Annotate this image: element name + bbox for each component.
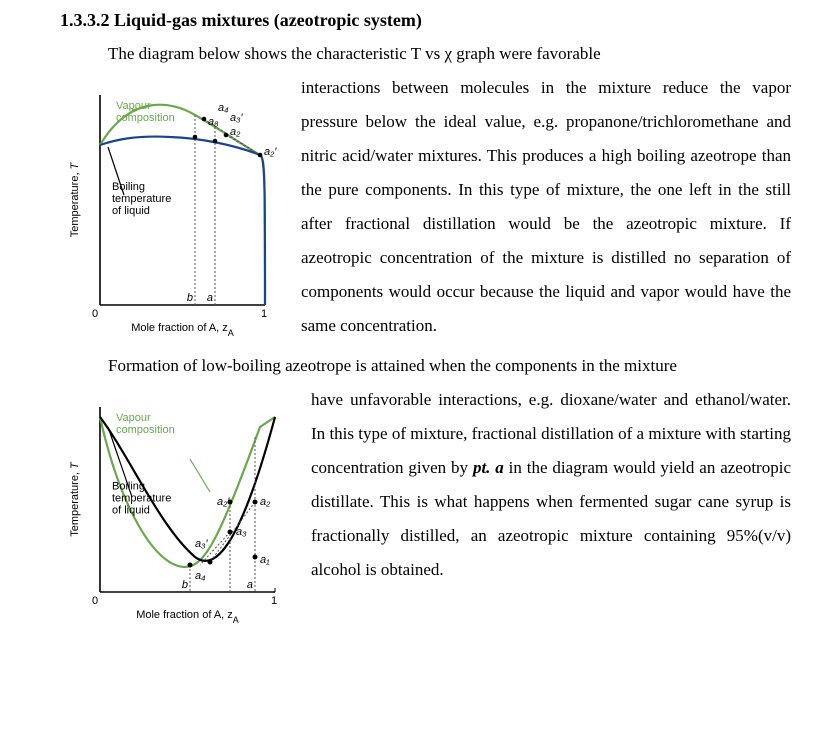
svg-text:a₄: a₄ <box>218 102 229 114</box>
paragraph-2-lead: Formation of low-boiling azeotrope is at… <box>60 349 791 383</box>
block-2: Vapourcomposition Boilingtemperatureof li… <box>60 383 791 636</box>
svg-text:a: a <box>207 292 213 304</box>
figure-2-low-boiling-azeotrope: Vapourcomposition Boilingtemperatureof li… <box>60 387 295 632</box>
svg-text:Temperature, T: Temperature, T <box>69 461 81 537</box>
svg-text:0: 0 <box>92 308 98 320</box>
block-1: Vapourcomposition Boilingtemperatureof li… <box>60 71 791 349</box>
svg-text:b: b <box>187 292 193 304</box>
svg-text:a₃′: a₃′ <box>230 112 243 124</box>
section-heading: 1.3.3.2 Liquid-gas mixtures (azeotropic … <box>60 10 791 31</box>
page: 1.3.3.2 Liquid-gas mixtures (azeotropic … <box>0 0 831 656</box>
svg-text:Vapourcomposition: Vapourcomposition <box>116 100 175 124</box>
svg-text:a₁: a₁ <box>260 554 270 566</box>
svg-text:Vapourcomposition: Vapourcomposition <box>116 412 175 436</box>
svg-text:a: a <box>247 579 253 591</box>
svg-text:Mole fraction of A, zA: Mole fraction of A, zA <box>131 322 234 338</box>
point-a-ref: pt. a <box>473 458 504 477</box>
svg-text:0: 0 <box>92 595 98 607</box>
figure-2-svg: Vapourcomposition Boilingtemperatureof li… <box>60 387 295 632</box>
svg-text:a₂′: a₂′ <box>217 496 230 508</box>
svg-text:b: b <box>182 579 188 591</box>
svg-text:Boilingtemperatureof liquid: Boilingtemperatureof liquid <box>112 181 171 217</box>
svg-text:a₃′: a₃′ <box>195 538 208 550</box>
svg-text:a₄: a₄ <box>195 570 206 582</box>
svg-text:a₃: a₃ <box>208 116 219 128</box>
svg-text:Mole fraction of A, zA: Mole fraction of A, zA <box>136 609 239 625</box>
svg-text:a₂: a₂ <box>230 126 241 138</box>
svg-text:Boilingtemperatureof liquid: Boilingtemperatureof liquid <box>112 481 171 517</box>
svg-text:a₃: a₃ <box>236 526 247 538</box>
figure-1-high-boiling-azeotrope: Vapourcomposition Boilingtemperatureof li… <box>60 75 285 345</box>
intro-line: The diagram below shows the characterist… <box>60 37 791 71</box>
svg-text:Temperature, T: Temperature, T <box>69 161 81 237</box>
svg-text:a₂: a₂ <box>260 496 271 508</box>
svg-text:a₂′: a₂′ <box>264 146 277 158</box>
svg-text:1: 1 <box>261 308 267 320</box>
svg-text:1: 1 <box>271 595 277 607</box>
figure-1-svg: Vapourcomposition Boilingtemperatureof li… <box>60 75 285 345</box>
